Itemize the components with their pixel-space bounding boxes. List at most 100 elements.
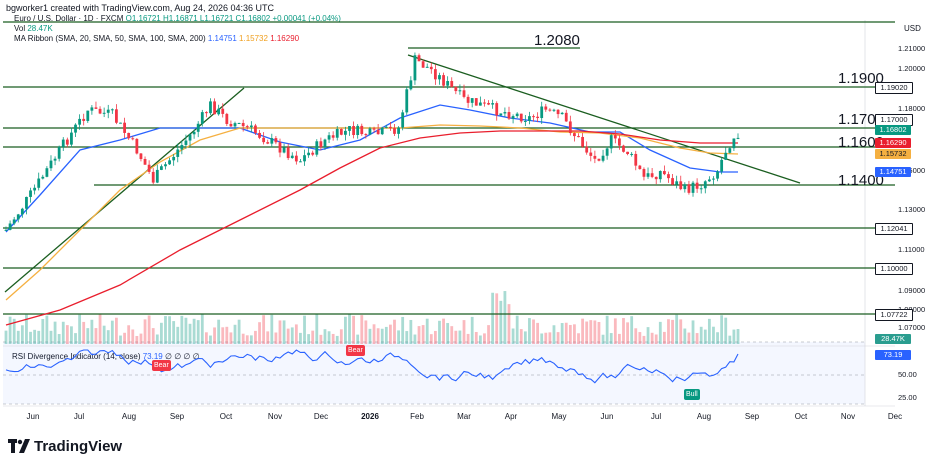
candle-body [720, 159, 724, 172]
volume-bar [462, 320, 466, 344]
candle-body [634, 153, 638, 166]
level-label-11900: 1.1900 [838, 70, 884, 87]
candle-body [147, 164, 151, 172]
candle-body [462, 90, 466, 97]
ma-ribbon-label[interactable]: MA Ribbon (SMA, 20, SMA, 50, SMA, 100, S… [14, 34, 206, 43]
candle-body [360, 125, 364, 135]
volume-bar [376, 328, 380, 344]
volume-bar [335, 335, 339, 344]
volume-bar [204, 332, 208, 344]
price-tag-sma20: 1.14751 [875, 167, 911, 177]
volume-bar [364, 320, 368, 344]
volume-bar [33, 329, 37, 344]
candle-body [262, 137, 266, 143]
candle-body [519, 113, 523, 122]
candle-body [290, 155, 294, 159]
time-tick: Aug [696, 412, 712, 421]
volume-bar [151, 328, 155, 344]
volume-bar [37, 330, 41, 344]
tradingview-logo[interactable]: TradingView [8, 436, 122, 456]
candle-body [618, 138, 621, 146]
volume-bar [110, 320, 114, 344]
volume-bar [164, 316, 167, 344]
volume-bar [307, 334, 311, 344]
rsi-tick: 50.00 [898, 370, 917, 379]
volume-bar [401, 316, 405, 344]
candle-body [560, 112, 564, 115]
rsi-label[interactable]: RSI Divergence Indicator (14, close) [12, 352, 141, 361]
candle-body [270, 138, 274, 144]
candle-body [728, 148, 732, 153]
symbol-name[interactable]: Euro / U.S. Dollar · 1D · FXCM [14, 14, 124, 23]
volume-bar [687, 332, 691, 344]
volume-label[interactable]: Vol [14, 24, 26, 33]
candle-body [581, 136, 585, 147]
volume-bar [511, 328, 515, 344]
volume-bar [450, 326, 454, 344]
candle-body [254, 125, 257, 133]
rsi-series [5, 349, 739, 384]
price-tick: 1.15000 [898, 166, 926, 175]
candle-body [577, 136, 580, 138]
candle-body [249, 125, 253, 128]
volume-bar [413, 334, 417, 344]
candle-body [323, 139, 327, 148]
volume-bar [454, 330, 458, 344]
volume-bar [442, 318, 445, 344]
candle-body [675, 181, 679, 185]
candle-body [712, 178, 715, 180]
volume-bar [200, 314, 204, 344]
candle-body [691, 182, 695, 193]
volume-bar [176, 326, 180, 344]
rsi-value-tag: 73.19 [875, 350, 911, 360]
volume-bar [478, 335, 482, 344]
price-tag-11902: 1.19020 [875, 82, 913, 94]
volume-bar [523, 331, 527, 344]
volume-bar [74, 333, 77, 344]
volume-bar [254, 330, 257, 344]
volume-bar [675, 314, 679, 344]
uptrend-line [4, 87, 245, 293]
volume-bar [519, 329, 523, 344]
rsi-band [3, 342, 865, 404]
candle-body [319, 141, 323, 148]
volume-bar [487, 325, 490, 344]
moving-averages [5, 104, 739, 326]
volume-bar [139, 333, 143, 344]
candle-body [564, 112, 568, 122]
candle-body [180, 144, 184, 150]
candle-body [638, 165, 642, 170]
candle-body [344, 130, 347, 135]
candle-body [699, 188, 703, 190]
price-tag-10772: 1.07722 [875, 309, 913, 321]
candle-body [622, 145, 625, 152]
candle-body [499, 113, 503, 116]
candle-body [221, 108, 225, 114]
candle-body [286, 147, 290, 159]
volume-bar [605, 315, 609, 344]
candle-body [29, 190, 32, 197]
time-tick: Jul [73, 412, 85, 421]
volume-bar [217, 319, 221, 344]
volume-bar [315, 314, 319, 344]
candle-body [192, 131, 196, 135]
volume-bar [352, 315, 355, 344]
volume-bar [622, 318, 625, 344]
volume-bar [237, 319, 241, 344]
candle-body [94, 107, 98, 109]
volume-bar [221, 327, 225, 344]
volume-bar [172, 321, 176, 344]
volume-bar [724, 317, 728, 344]
candle-body [368, 128, 372, 135]
volume-bar [65, 325, 69, 344]
candle-body [438, 75, 441, 80]
candle-body [37, 178, 41, 188]
volume-bar [728, 335, 732, 344]
candle-body [380, 127, 384, 135]
candle-body [523, 120, 527, 122]
symbol-row: Euro / U.S. Dollar · 1D · FXCM O1.16721 … [14, 14, 341, 24]
volume-bar [70, 326, 73, 344]
candle-body [364, 134, 368, 136]
volume-bar [82, 321, 86, 344]
